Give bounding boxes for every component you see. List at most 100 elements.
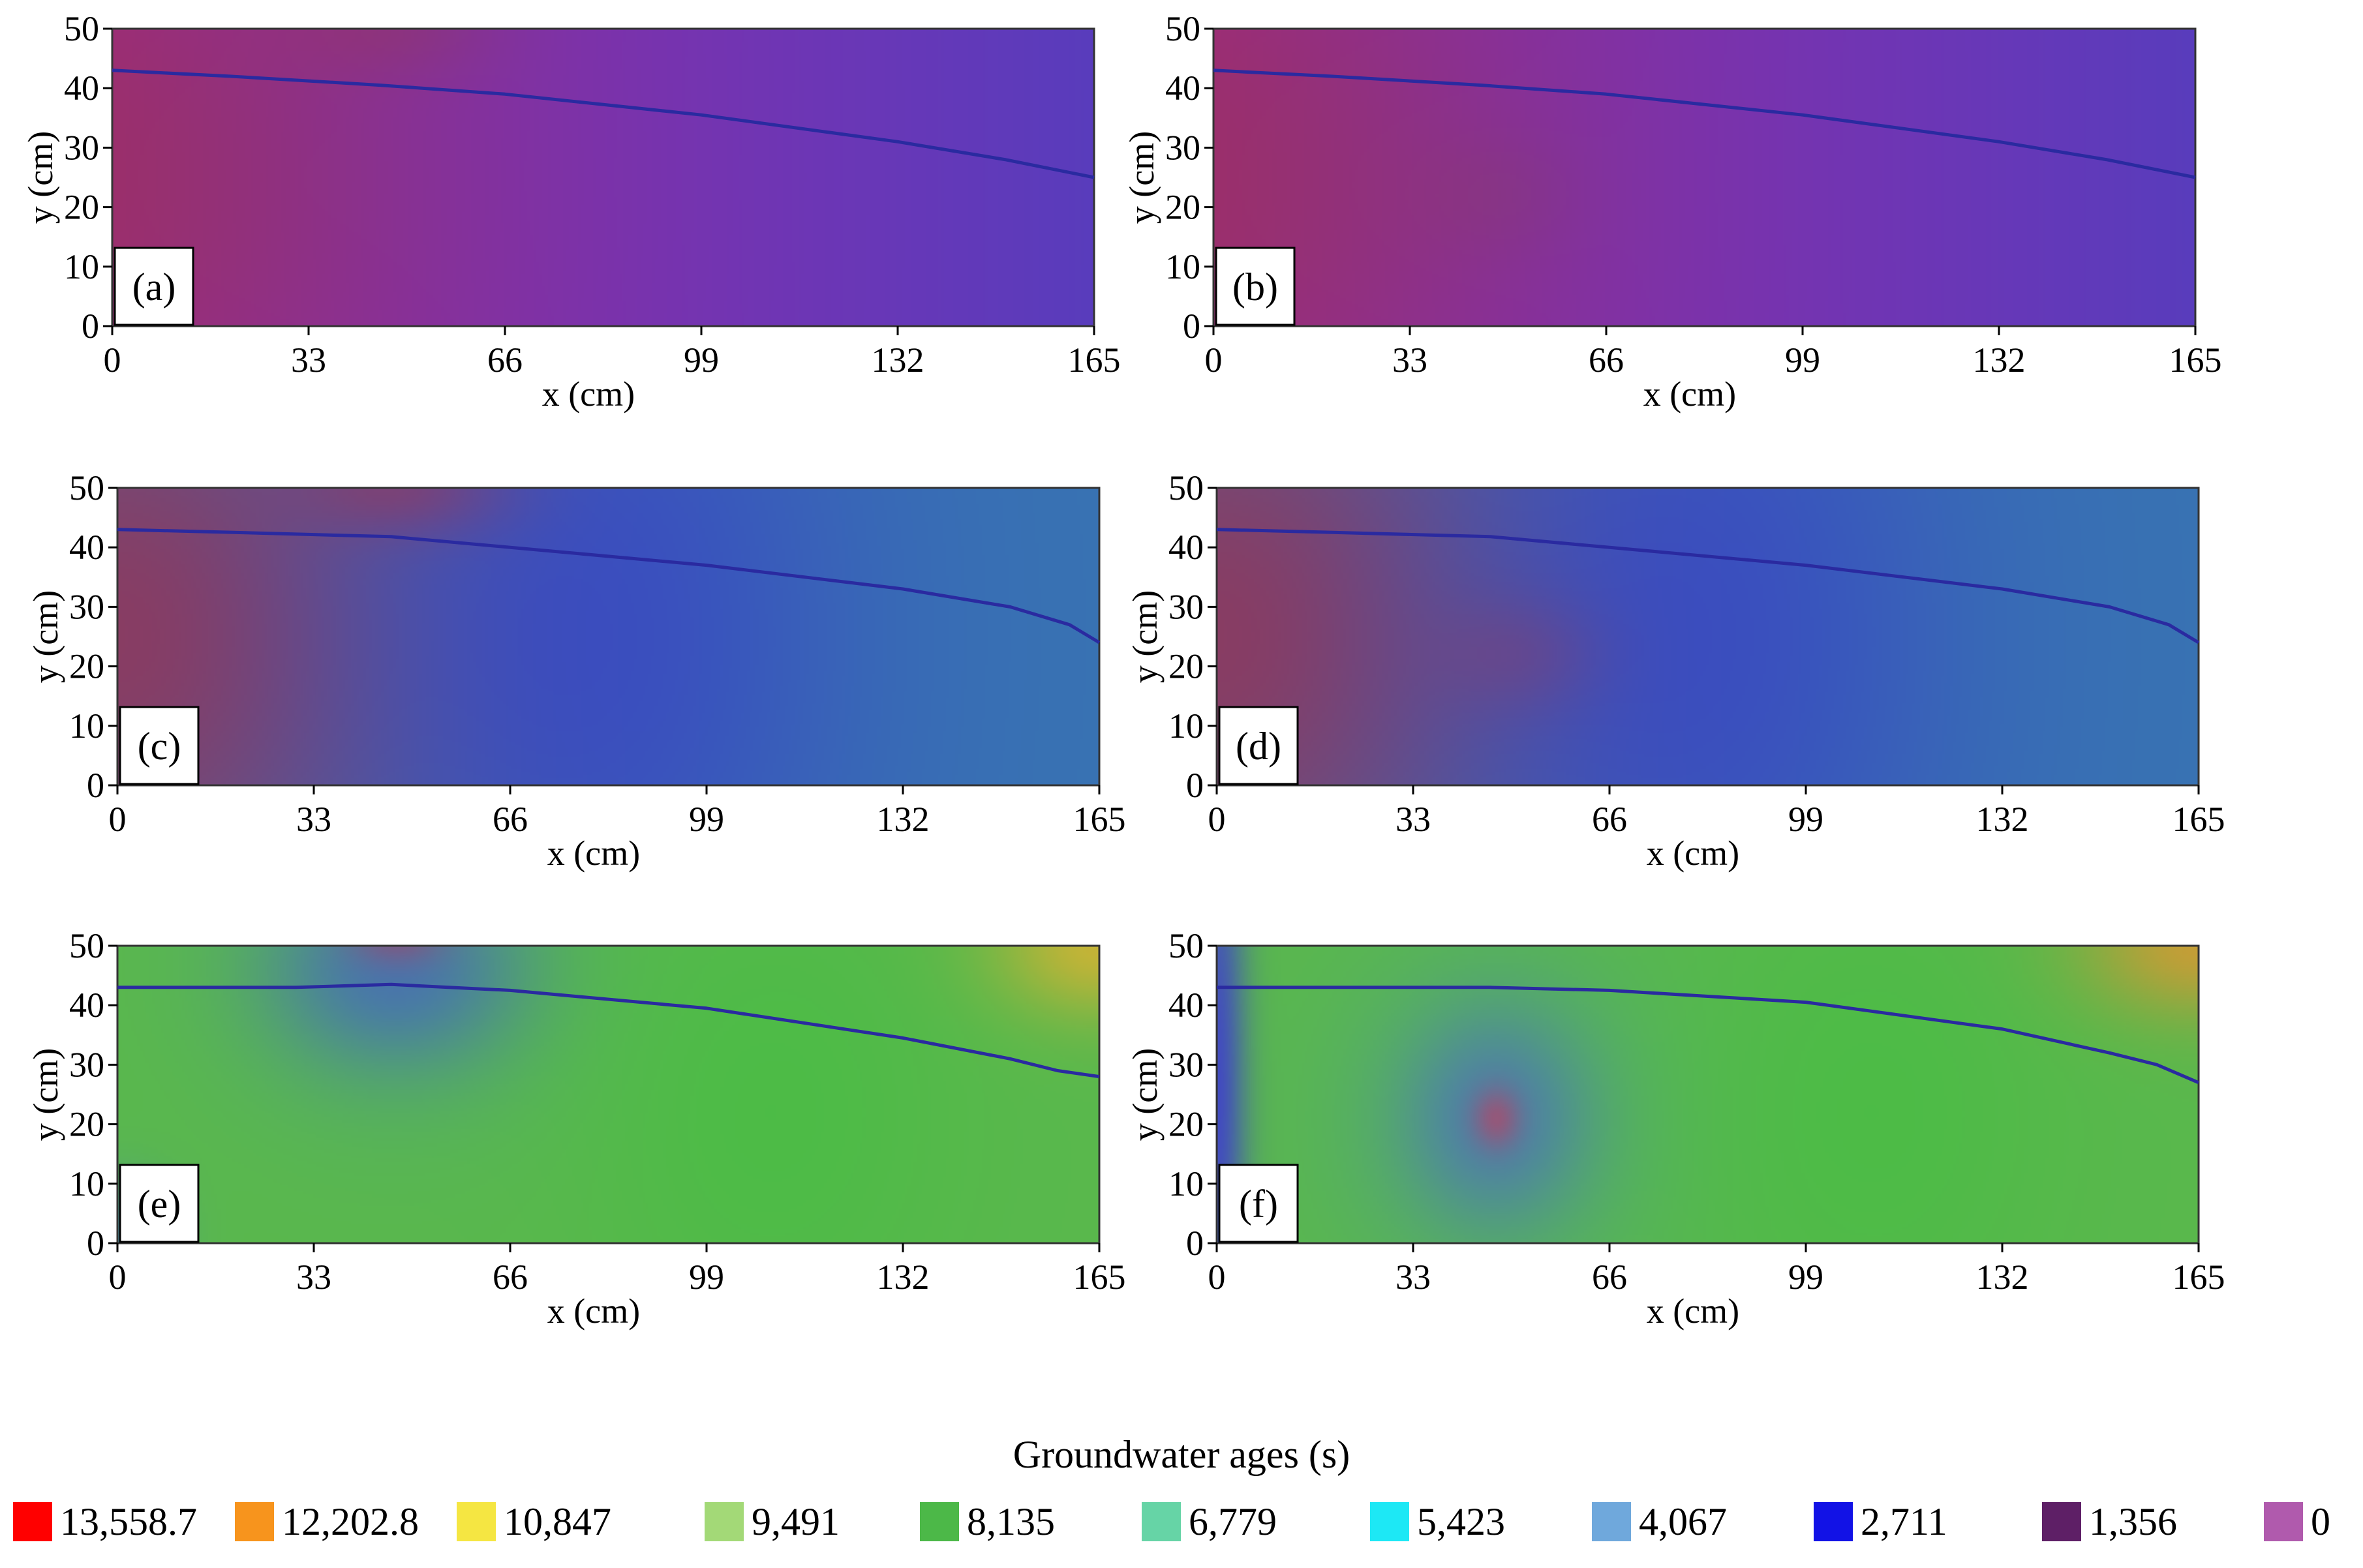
panel-f: 0 33 66 99 132 165 0 10 20 30 40 50 x (cm) y (cm) (f) [1125, 926, 2225, 1331]
panel-label-box [1218, 706, 1299, 785]
water-table-line [1213, 68, 2196, 179]
y-tick-label: 30 [1168, 587, 1204, 626]
panel-label: (b) [1232, 265, 1278, 309]
x-tick-label: 165 [1073, 1258, 1126, 1297]
legend-label: 9,491 [752, 1500, 840, 1543]
legend-item: 8,135 [920, 1492, 1055, 1551]
heatmap-field [1213, 29, 2195, 326]
x-axis-label: x (cm) [542, 374, 635, 414]
y-tick-label: 50 [69, 926, 104, 965]
x-tick-label: 33 [291, 340, 326, 380]
legend-item: 9,491 [705, 1492, 840, 1551]
y-axis-label: y (cm) [1125, 590, 1165, 683]
legend-title: Groundwater ages (s) [1013, 1433, 1350, 1476]
heatmap-field [112, 29, 1094, 326]
legend-swatch [457, 1502, 496, 1541]
panel-label-box [119, 706, 200, 785]
legend-swatch [1370, 1502, 1409, 1541]
x-tick-label: 66 [1589, 340, 1624, 380]
plot-frame [116, 944, 1101, 1244]
legend-swatch [2264, 1502, 2303, 1541]
x-tick-label: 132 [1976, 800, 2029, 839]
x-tick-label: 132 [1976, 1258, 2029, 1297]
x-tick-label: 99 [1788, 800, 1823, 839]
x-tick-label: 66 [493, 800, 528, 839]
legend-swatch [2042, 1502, 2081, 1541]
legend-label: 4,067 [1639, 1500, 1727, 1543]
panel-label: (e) [138, 1183, 181, 1226]
x-tick-label: 33 [296, 1258, 331, 1297]
legend-item: 6,779 [1142, 1492, 1277, 1551]
legend-item: 10,847 [457, 1492, 611, 1551]
legend-item: 12,202.8 [235, 1492, 419, 1551]
y-axis-label: y (cm) [1122, 131, 1161, 224]
plot-frame [1215, 487, 2200, 787]
y-tick-label: 20 [1168, 1105, 1204, 1144]
y-axis-label: y (cm) [21, 131, 60, 224]
x-tick-label: 132 [1973, 340, 2026, 380]
y-tick-label: 10 [1165, 247, 1200, 286]
y-tick-label: 0 [87, 1224, 104, 1263]
y-tick-label: 50 [1168, 468, 1204, 507]
panel-label: (c) [138, 725, 181, 768]
panel-label: (d) [1236, 725, 1281, 768]
panel-label: (f) [1239, 1183, 1278, 1226]
y-tick-label: 10 [64, 247, 99, 286]
y-tick-label: 50 [69, 468, 104, 507]
heatmap-field [1217, 488, 2199, 785]
y-tick-label: 10 [69, 1164, 104, 1203]
water-table-line [117, 528, 1101, 644]
x-tick-label: 33 [1395, 800, 1431, 839]
heatmap-field [117, 488, 1099, 785]
x-tick-label: 99 [689, 800, 724, 839]
y-tick-label: 30 [1168, 1045, 1204, 1084]
legend-swatch [13, 1502, 52, 1541]
y-tick-label: 10 [1168, 706, 1204, 746]
panel-label-box [119, 1164, 200, 1243]
legend-swatch [1592, 1502, 1631, 1541]
x-tick-label: 66 [1592, 1258, 1627, 1297]
x-tick-label: 99 [1785, 340, 1820, 380]
x-axis-label: x (cm) [1647, 1291, 1739, 1331]
legend-label: 10,847 [504, 1500, 611, 1543]
x-tick-label: 0 [109, 1258, 127, 1297]
panel-c: 0 33 66 99 132 165 0 10 20 30 40 50 x (cm) y (cm) (c) [26, 468, 1126, 873]
legend-swatch [1814, 1502, 1853, 1541]
y-tick-label: 30 [64, 128, 99, 167]
y-tick-label: 50 [1168, 926, 1204, 965]
y-tick-label: 20 [64, 188, 99, 227]
x-tick-label: 165 [2172, 800, 2225, 839]
legend-swatch [705, 1502, 744, 1541]
legend-label: 13,558.7 [60, 1500, 197, 1543]
legend-label: 0 [2311, 1500, 2330, 1543]
y-tick-label: 20 [69, 1105, 104, 1144]
y-tick-label: 40 [1165, 68, 1200, 108]
x-tick-label: 33 [1392, 340, 1427, 380]
x-tick-label: 165 [1068, 340, 1121, 380]
heatmap-field [1217, 946, 2199, 1243]
y-tick-label: 10 [1168, 1164, 1204, 1203]
y-tick-label: 20 [1168, 647, 1204, 686]
legend-label: 12,202.8 [282, 1500, 419, 1543]
legend-swatch [235, 1502, 274, 1541]
y-tick-label: 30 [69, 1045, 104, 1084]
x-tick-label: 66 [487, 340, 523, 380]
x-tick-label: 132 [872, 340, 924, 380]
x-tick-label: 0 [1205, 340, 1223, 380]
legend-item: 4,067 [1592, 1492, 1727, 1551]
x-tick-label: 33 [1395, 1258, 1431, 1297]
y-tick-label: 0 [1186, 766, 1204, 805]
y-axis-label: y (cm) [1125, 1048, 1165, 1141]
panel-e: 0 33 66 99 132 165 0 10 20 30 40 50 x (cm) y (cm) (e) [26, 926, 1126, 1331]
legend-swatch [920, 1502, 959, 1541]
y-tick-label: 40 [64, 68, 99, 108]
panel-label-box [114, 247, 194, 326]
y-tick-label: 50 [64, 9, 99, 48]
y-tick-label: 0 [82, 307, 99, 346]
legend-label: 2,711 [1861, 1500, 1947, 1543]
x-axis-label: x (cm) [1643, 374, 1736, 414]
y-tick-label: 20 [69, 647, 104, 686]
x-tick-label: 99 [684, 340, 719, 380]
legend-label: 5,423 [1417, 1500, 1505, 1543]
y-tick-label: 30 [69, 587, 104, 626]
